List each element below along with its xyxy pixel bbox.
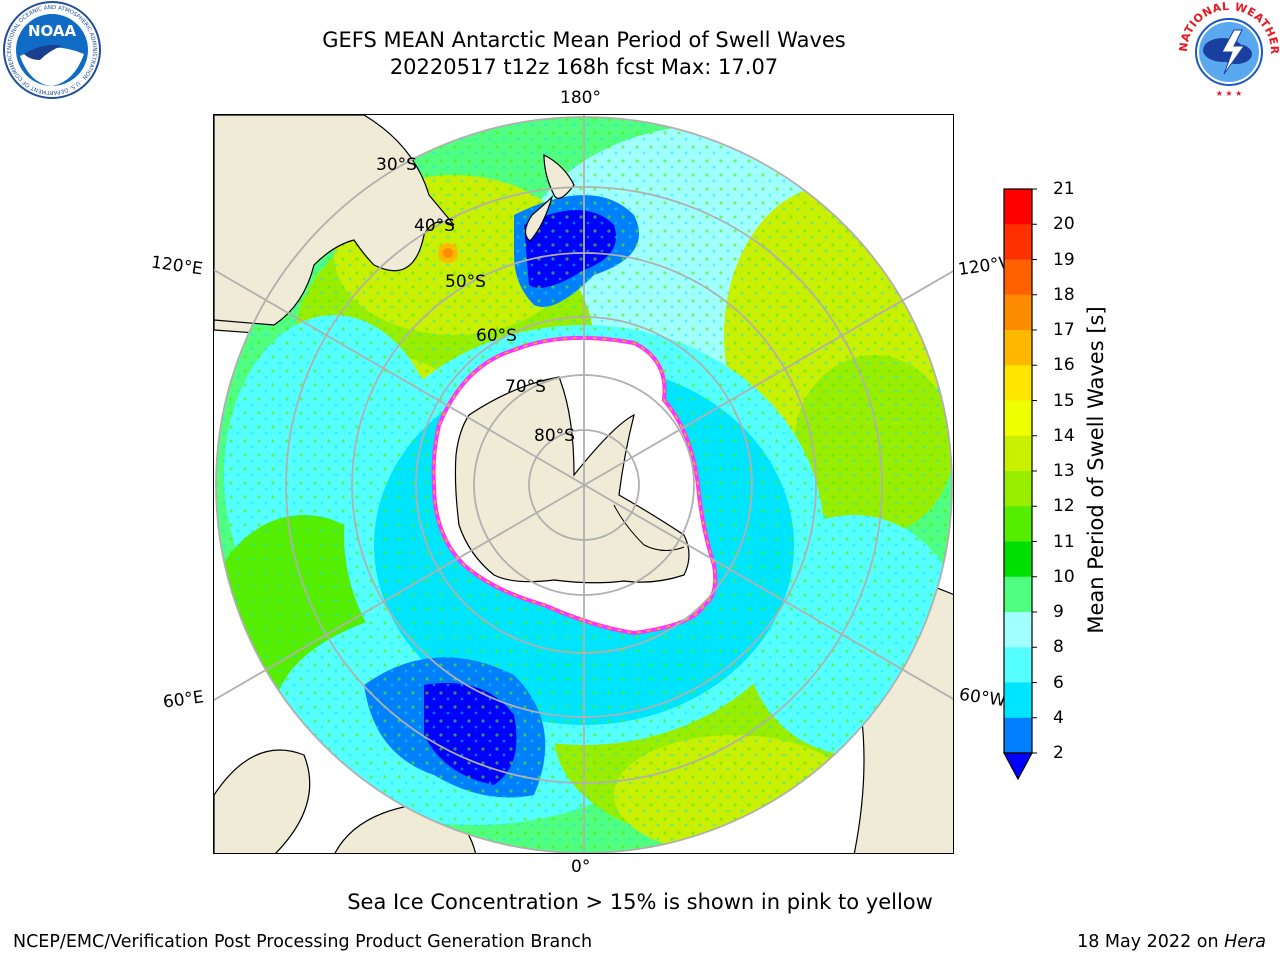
colorbar-swatch — [1004, 224, 1032, 260]
colorbar-tick-label: 2 — [1053, 743, 1064, 763]
colorbar-tick-label: 18 — [1053, 284, 1075, 305]
colorbar-tick-label: 11 — [1053, 531, 1075, 552]
footer-date-text: 18 May 2022 on — [1077, 932, 1225, 952]
colorbar-swatch — [1004, 365, 1032, 401]
colorbar-tick-label: 15 — [1053, 390, 1075, 411]
colorbar-swatch — [1004, 541, 1032, 578]
colorbar-tick-label: 8 — [1053, 637, 1064, 658]
lat-label-80s: 80°S — [534, 426, 575, 446]
colorbar-extend-min — [1002, 752, 1034, 781]
chart-subtitle: 20220517 t12z 168h fcst Max: 17.07 — [389, 55, 779, 79]
chart-title: GEFS MEAN Antarctic Mean Period of Swell… — [322, 28, 846, 52]
lat-label-70s: 70°S — [505, 377, 546, 397]
colorbar-tick-label: 10 — [1053, 566, 1075, 587]
new-zealand — [524, 154, 575, 242]
colorbar-label: Mean Period of Swell Waves [s] — [1084, 306, 1108, 634]
map-panel: 30°S 40°S 50°S 60°S 70°S 80°S — [213, 114, 954, 854]
colorbar-tick-label: 21 — [1053, 179, 1075, 199]
lat-label-60s: 60°S — [476, 326, 517, 346]
colorbar-tick-label: 19 — [1053, 249, 1075, 270]
colorbar-tick-label: 12 — [1053, 496, 1075, 517]
colorbar-swatch — [1004, 612, 1032, 648]
noaa-logo-icon: NOAA NATIONAL OCEANIC AND ATMOSPHERIC AD… — [3, 1, 101, 99]
colorbar-tick-label: 16 — [1053, 355, 1075, 376]
colorbar-swatch — [1004, 647, 1032, 683]
colorbar-swatch — [1004, 682, 1032, 719]
polar-map: 30°S 40°S 50°S 60°S 70°S 80°S — [214, 115, 953, 853]
colorbar-tick-label: 17 — [1053, 320, 1075, 340]
colorbar-swatch — [1004, 330, 1032, 366]
colorbar-swatch — [1004, 435, 1032, 472]
lat-label-30s: 30°S — [376, 155, 417, 175]
colorbar-tick-label: 13 — [1053, 461, 1075, 481]
sea-ice-note: Sea Ice Concentration > 15% is shown in … — [347, 890, 933, 914]
colorbar-swatch — [1004, 400, 1032, 437]
colorbar-swatch — [1004, 189, 1032, 225]
lat-label-50s: 50°S — [445, 272, 486, 292]
australia — [214, 115, 455, 326]
lon-label-60e: 60°E — [161, 687, 206, 713]
nws-logo-icon: NATIONAL WEATHER SERVICE ★ ★ ★ — [1178, 0, 1280, 99]
svg-text:★ ★ ★: ★ ★ ★ — [1216, 89, 1243, 98]
colorbar-tick-label: 6 — [1053, 672, 1064, 693]
colorbar-swatch — [1004, 717, 1032, 754]
footer-left-credit: NCEP/EMC/Verification Post Processing Pr… — [13, 932, 593, 952]
colorbar-swatch — [1004, 576, 1032, 613]
lat-label-40s: 40°S — [414, 216, 455, 236]
colorbar-swatch — [1004, 259, 1032, 296]
colorbar-swatch — [1004, 294, 1032, 331]
lon-label-180: 180° — [560, 88, 601, 108]
colorbar-tick-label: 14 — [1053, 425, 1075, 446]
colorbar-tick-label: 4 — [1053, 707, 1064, 728]
colorbar: 21 20 19 18 17 16 15 14 13 12 11 10 9 8 6 4 2 — [1000, 180, 1130, 786]
graticule — [214, 115, 953, 853]
lon-label-0: 0° — [571, 857, 591, 877]
noaa-logo-text: NOAA — [28, 22, 77, 40]
colorbar-tick-label: 20 — [1053, 214, 1075, 235]
lon-label-120e: 120°E — [149, 252, 204, 280]
colorbar-swatch — [1004, 471, 1032, 507]
colorbar-swatches — [1002, 188, 1037, 781]
footer-machine-name: Hera — [1224, 932, 1266, 952]
colorbar-tick-label: 9 — [1053, 602, 1064, 622]
footer-right-date: 18 May 2022 on Hera — [1077, 932, 1266, 952]
colorbar-swatch — [1004, 506, 1032, 542]
